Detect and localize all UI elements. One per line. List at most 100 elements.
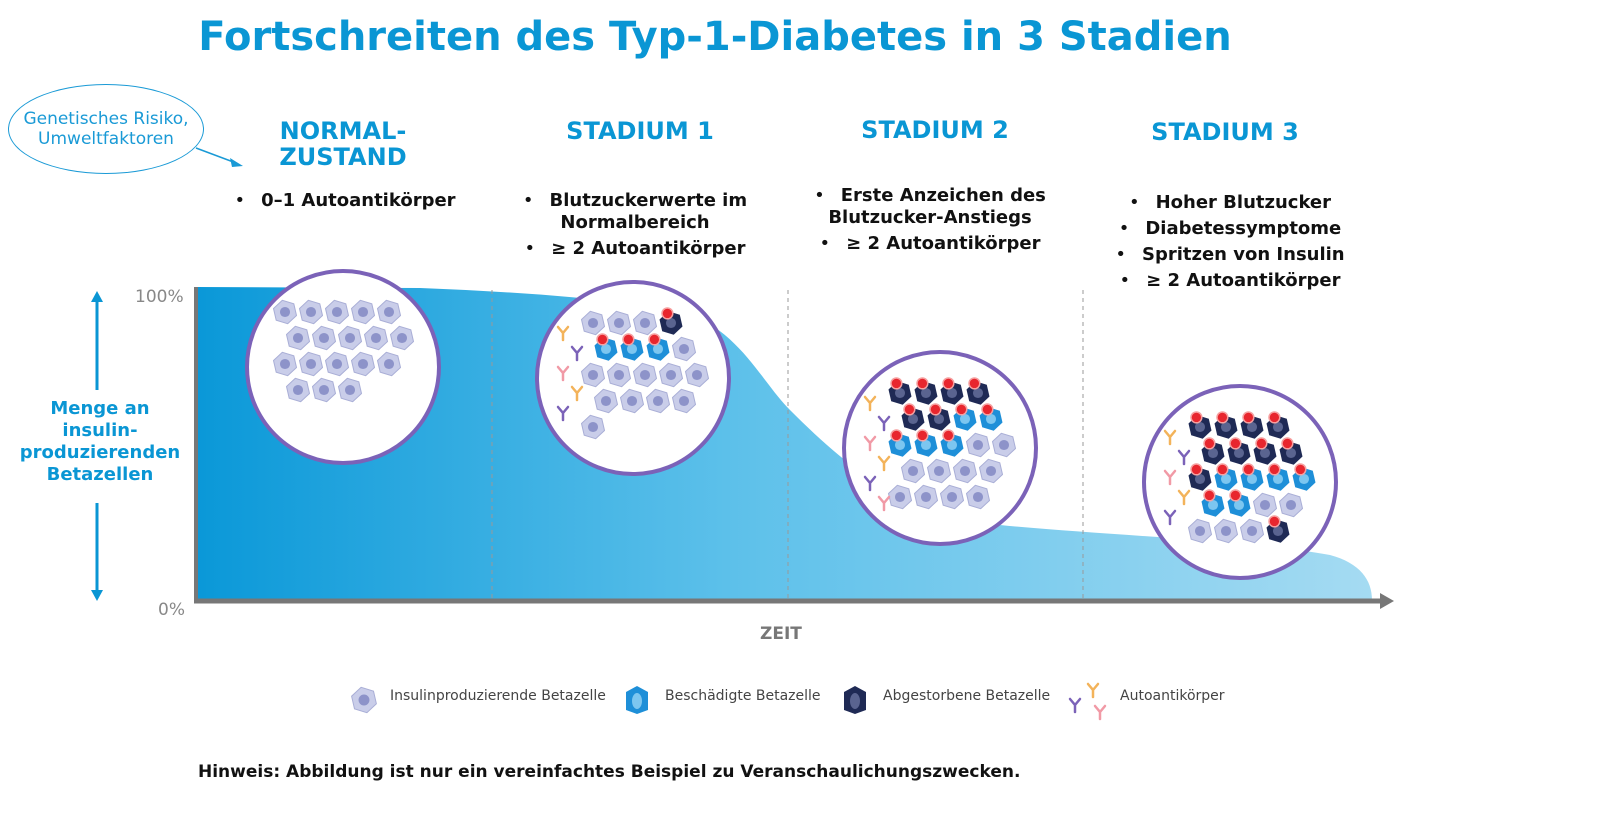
healthy-cell-icon bbox=[991, 432, 1017, 458]
healthy-cell-icon bbox=[324, 351, 350, 377]
y-axis-label: Menge an insulin-produzierenden Betazell… bbox=[19, 398, 181, 485]
dead-cell-icon bbox=[1188, 411, 1212, 439]
damaged-cell-icon bbox=[594, 333, 618, 361]
dead-cell-icon bbox=[1227, 437, 1251, 465]
dead-cell-icon bbox=[1188, 463, 1212, 491]
damaged-cell-icon bbox=[953, 403, 977, 431]
legend-label-antibody: Autoantikörper bbox=[1120, 688, 1225, 704]
healthy-cell-icon bbox=[632, 310, 658, 336]
damaged-cell-icon bbox=[914, 429, 938, 457]
antibody-icon bbox=[1177, 449, 1191, 466]
healthy-cell-icon bbox=[389, 325, 415, 351]
healthy-cell-icon bbox=[272, 351, 298, 377]
y-axis-arrow-icon bbox=[91, 291, 103, 601]
legend-label-dead: Abgestorbene Betazelle bbox=[883, 688, 1051, 704]
healthy-cell-icon bbox=[1213, 518, 1239, 544]
antibody-icon bbox=[556, 405, 570, 422]
healthy-cell-icon bbox=[645, 388, 671, 414]
damaged-cell-icon bbox=[1240, 463, 1264, 491]
damaged-cell-icon bbox=[888, 429, 912, 457]
healthy-cell-icon bbox=[285, 325, 311, 351]
antibody-icon bbox=[1163, 429, 1177, 446]
healthy-cell-icon bbox=[272, 299, 298, 325]
healthy-cell-icon bbox=[926, 458, 952, 484]
page-title: Fortschreiten des Typ-1-Diabetes in 3 St… bbox=[198, 14, 1232, 60]
bullet-item: ≥ 2 Autoantikörper bbox=[505, 238, 765, 260]
damaged-cell-icon bbox=[626, 686, 648, 714]
legend-label-healthy: Insulinproduzierende Betazelle bbox=[390, 688, 606, 704]
damaged-cell-icon bbox=[620, 333, 644, 361]
healthy-cell-icon bbox=[913, 484, 939, 510]
stage-bullets-3: Hoher Blutzucker Diabetessymptome Spritz… bbox=[1105, 192, 1355, 296]
antibody-icon bbox=[570, 345, 584, 362]
stage-bullets-1: Blutzuckerwerte im Normalbereich ≥ 2 Aut… bbox=[505, 190, 765, 264]
healthy-cell-icon bbox=[311, 377, 337, 403]
healthy-cell-icon bbox=[1278, 492, 1304, 518]
healthy-cell-icon bbox=[580, 414, 606, 440]
healthy-cell-icon bbox=[965, 484, 991, 510]
healthy-cell-icon bbox=[671, 388, 697, 414]
dead-cell-icon bbox=[966, 377, 990, 405]
antibody-icon bbox=[877, 415, 891, 432]
damaged-cell-icon bbox=[1214, 463, 1238, 491]
healthy-cell-icon bbox=[363, 325, 389, 351]
healthy-cell-icon bbox=[952, 458, 978, 484]
antibody-icon bbox=[556, 365, 570, 382]
stage-title-3: STADIUM 3 bbox=[1151, 118, 1299, 146]
damaged-cell-icon bbox=[1266, 463, 1290, 491]
antibody-icon bbox=[1068, 697, 1082, 714]
healthy-cell-icon bbox=[311, 325, 337, 351]
stage-title-2: STADIUM 2 bbox=[861, 116, 1009, 144]
stage-title-normal: NORMAL-ZUSTAND bbox=[279, 117, 407, 171]
healthy-cell-icon bbox=[285, 377, 311, 403]
healthy-cell-icon bbox=[580, 310, 606, 336]
healthy-cell-icon bbox=[337, 325, 363, 351]
healthy-cell-icon bbox=[337, 377, 363, 403]
healthy-cell-icon bbox=[887, 484, 913, 510]
healthy-cell-icon bbox=[658, 362, 684, 388]
antibody-icon bbox=[1163, 469, 1177, 486]
healthy-cell-icon bbox=[632, 362, 658, 388]
stage-bullets-normal: 0–1 Autoantikörper bbox=[215, 190, 475, 216]
antibody-icon bbox=[863, 435, 877, 452]
healthy-cell-icon bbox=[350, 351, 376, 377]
dead-cell-icon bbox=[1266, 515, 1290, 543]
bullet-item: 0–1 Autoantikörper bbox=[215, 190, 475, 212]
stage-cell-circle bbox=[245, 269, 441, 465]
healthy-cell-icon bbox=[1239, 518, 1265, 544]
antibody-icon bbox=[1177, 489, 1191, 506]
damaged-cell-icon bbox=[1227, 489, 1251, 517]
dead-cell-icon bbox=[927, 403, 951, 431]
antibody-icon bbox=[570, 385, 584, 402]
bullet-item: ≥ 2 Autoantikörper bbox=[1105, 270, 1355, 292]
dead-cell-icon bbox=[1253, 437, 1277, 465]
healthy-cell-icon bbox=[978, 458, 1004, 484]
damaged-cell-icon bbox=[940, 429, 964, 457]
healthy-cell-icon bbox=[1252, 492, 1278, 518]
damaged-cell-icon bbox=[979, 403, 1003, 431]
damaged-cell-icon bbox=[1201, 489, 1225, 517]
healthy-cell-icon bbox=[900, 458, 926, 484]
healthy-cell-icon bbox=[376, 351, 402, 377]
dead-cell-icon bbox=[659, 307, 683, 335]
healthy-cell-icon bbox=[324, 299, 350, 325]
antibody-icon bbox=[877, 495, 891, 512]
dead-cell-icon bbox=[1214, 411, 1238, 439]
bullet-item: Diabetessymptome bbox=[1105, 218, 1355, 240]
healthy-cell-icon bbox=[606, 310, 632, 336]
risk-arrow-icon bbox=[230, 158, 243, 167]
dead-cell-icon bbox=[1240, 411, 1264, 439]
healthy-cell-icon bbox=[580, 362, 606, 388]
x-axis-arrow-icon bbox=[1380, 593, 1394, 609]
antibody-icon bbox=[863, 395, 877, 412]
healthy-cell-icon bbox=[350, 299, 376, 325]
healthy-cell-icon bbox=[376, 299, 402, 325]
risk-factors-bubble: Genetisches Risiko, Umweltfaktoren bbox=[8, 84, 204, 174]
bullet-item: Hoher Blutzucker bbox=[1105, 192, 1355, 214]
stage-bullets-2: Erste Anzeichen des Blutzucker-Anstiegs … bbox=[810, 185, 1050, 259]
damaged-cell-icon bbox=[646, 333, 670, 361]
healthy-cell-icon bbox=[939, 484, 965, 510]
dead-cell-icon bbox=[914, 377, 938, 405]
